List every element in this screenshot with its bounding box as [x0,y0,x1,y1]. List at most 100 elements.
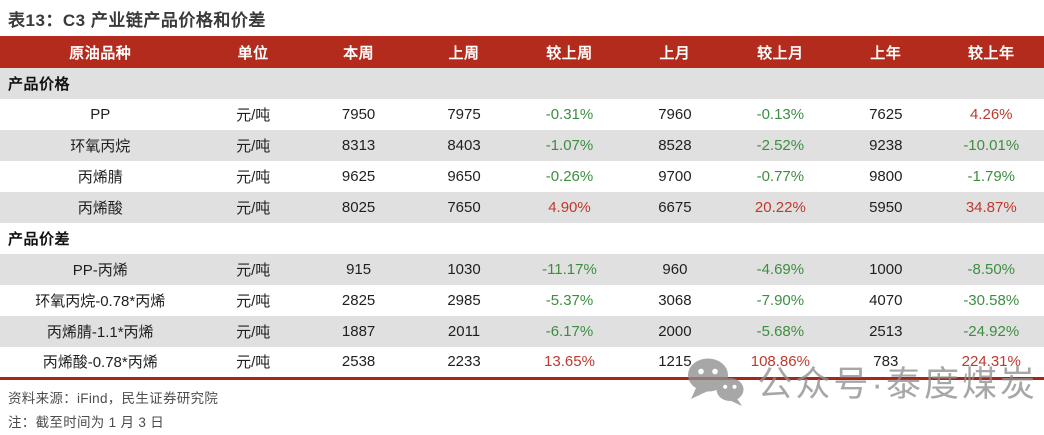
table-footer: 资料来源：iFind，民生证券研究院 注：截至时间为 1 月 3 日 [0,380,1044,435]
date-note: 注：截至时间为 1 月 3 日 [8,411,1044,435]
section-label: 产品价差 [0,223,1044,254]
value-cell: 9625 [306,161,411,192]
value-cell: -30.58% [939,285,1044,316]
product-name-cell: 环氧丙烷 [0,130,200,161]
value-cell: 2985 [411,285,516,316]
value-cell: -8.50% [939,254,1044,285]
value-cell: 9650 [411,161,516,192]
page-title: 表13：C3 产业链产品价格和价差 [0,0,1044,36]
value-cell: 7960 [622,99,727,130]
unit-cell: 元/吨 [200,285,305,316]
value-cell: 2825 [306,285,411,316]
unit-cell: 元/吨 [200,99,305,130]
product-name-cell: PP [0,99,200,130]
value-cell: -7.90% [728,285,833,316]
value-cell: -5.68% [728,316,833,347]
value-cell: -0.31% [517,99,622,130]
product-name-cell: PP-丙烯 [0,254,200,285]
unit-cell: 元/吨 [200,192,305,223]
value-cell: 4.26% [939,99,1044,130]
value-cell: 8025 [306,192,411,223]
section-row: 产品价格 [0,68,1044,99]
column-header-8: 较上年 [939,36,1044,68]
value-cell: 9800 [833,161,938,192]
value-cell: 2000 [622,316,727,347]
value-cell: -10.01% [939,130,1044,161]
value-cell: -2.52% [728,130,833,161]
column-header-2: 本周 [306,36,411,68]
value-cell: 1887 [306,316,411,347]
value-cell: 960 [622,254,727,285]
value-cell: 783 [833,347,938,378]
section-row: 产品价差 [0,223,1044,254]
value-cell: 1215 [622,347,727,378]
value-cell: 2011 [411,316,516,347]
value-cell: -5.37% [517,285,622,316]
value-cell: 6675 [622,192,727,223]
value-cell: 9238 [833,130,938,161]
value-cell: -0.26% [517,161,622,192]
value-cell: 108.86% [728,347,833,378]
header-row: 原油品种单位本周上周较上周上月较上月上年较上年 [0,36,1044,68]
value-cell: 9700 [622,161,727,192]
section-label: 产品价格 [0,68,1044,99]
column-header-3: 上周 [411,36,516,68]
value-cell: 8403 [411,130,516,161]
value-cell: -1.07% [517,130,622,161]
value-cell: -4.69% [728,254,833,285]
column-header-5: 上月 [622,36,727,68]
column-header-0: 原油品种 [0,36,200,68]
value-cell: 224.31% [939,347,1044,378]
value-cell: 2513 [833,316,938,347]
value-cell: 4070 [833,285,938,316]
value-cell: 1030 [411,254,516,285]
unit-cell: 元/吨 [200,347,305,378]
value-cell: 20.22% [728,192,833,223]
value-cell: -1.79% [939,161,1044,192]
value-cell: 915 [306,254,411,285]
column-header-4: 较上周 [517,36,622,68]
product-name-cell: 丙烯酸-0.78*丙烯 [0,347,200,378]
column-header-7: 上年 [833,36,938,68]
value-cell: 13.65% [517,347,622,378]
product-name-cell: 丙烯腈-1.1*丙烯 [0,316,200,347]
product-name-cell: 丙烯腈 [0,161,200,192]
value-cell: -0.77% [728,161,833,192]
value-cell: -0.13% [728,99,833,130]
value-cell: 7650 [411,192,516,223]
unit-cell: 元/吨 [200,316,305,347]
column-header-1: 单位 [200,36,305,68]
value-cell: 3068 [622,285,727,316]
value-cell: 7975 [411,99,516,130]
value-cell: 5950 [833,192,938,223]
unit-cell: 元/吨 [200,130,305,161]
value-cell: 2233 [411,347,516,378]
unit-cell: 元/吨 [200,254,305,285]
value-cell: 7950 [306,99,411,130]
column-header-6: 较上月 [728,36,833,68]
value-cell: -24.92% [939,316,1044,347]
value-cell: 8528 [622,130,727,161]
value-cell: -11.17% [517,254,622,285]
value-cell: 7625 [833,99,938,130]
unit-cell: 元/吨 [200,161,305,192]
value-cell: 4.90% [517,192,622,223]
value-cell: 1000 [833,254,938,285]
source-note: 资料来源：iFind，民生证券研究院 [8,387,1044,411]
value-cell: 2538 [306,347,411,378]
product-name-cell: 丙烯酸 [0,192,200,223]
value-cell: -6.17% [517,316,622,347]
value-cell: 34.87% [939,192,1044,223]
product-name-cell: 环氧丙烷-0.78*丙烯 [0,285,200,316]
value-cell: 8313 [306,130,411,161]
